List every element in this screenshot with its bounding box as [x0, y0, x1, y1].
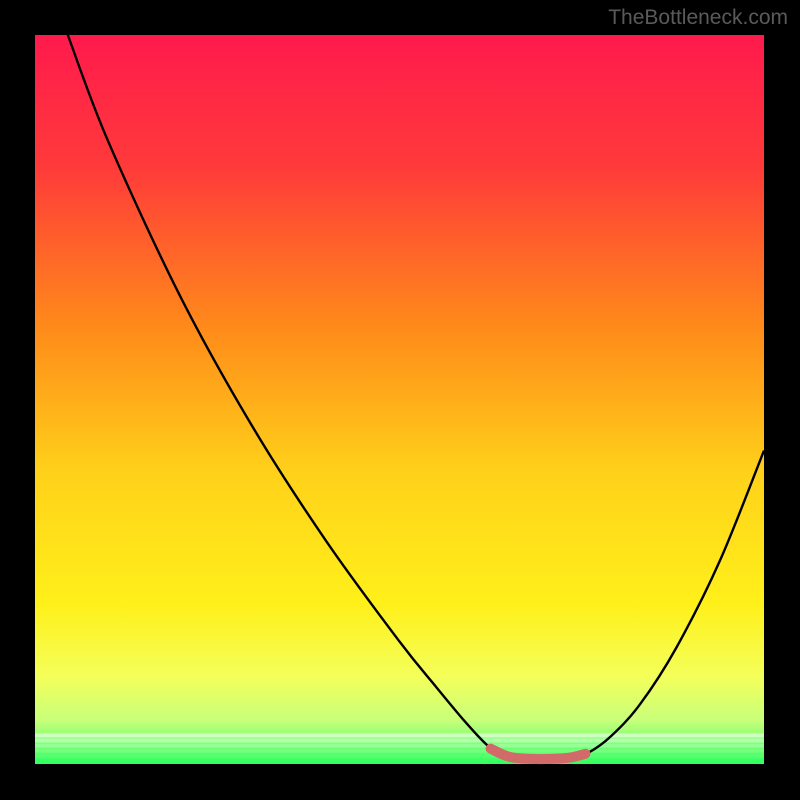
- plot-gradient-background: [35, 35, 764, 764]
- chart-container: TheBottleneck.com: [0, 0, 800, 800]
- green-band: [35, 754, 764, 758]
- watermark-label: TheBottleneck.com: [608, 6, 788, 30]
- green-band: [35, 759, 764, 763]
- green-band: [35, 738, 764, 742]
- green-band: [35, 733, 764, 737]
- bottleneck-curve-chart: [0, 0, 800, 800]
- green-band: [35, 744, 764, 748]
- green-band: [35, 749, 764, 753]
